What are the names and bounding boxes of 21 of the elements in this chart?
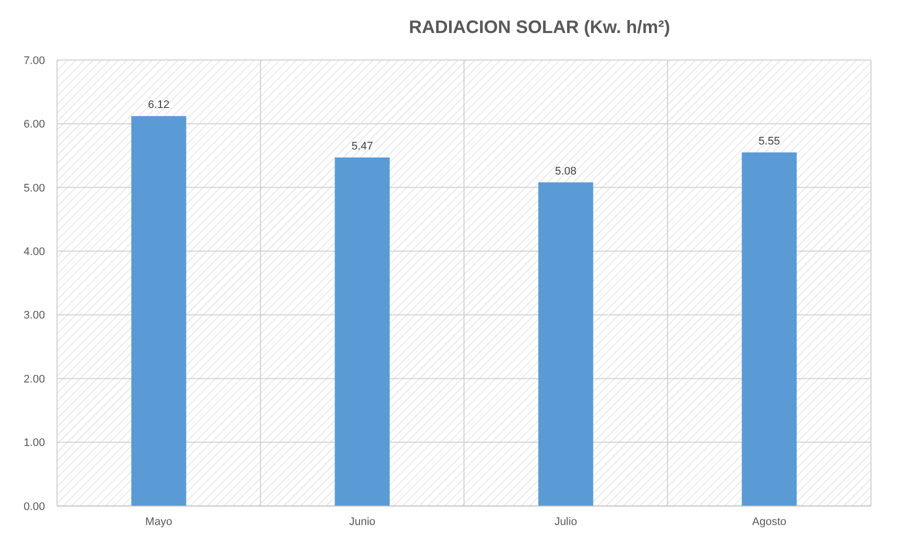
bar	[334, 157, 390, 506]
chart-title: RADIACION SOLAR (Kw. h/m²)	[408, 17, 670, 37]
data-label: 6.12	[148, 99, 170, 112]
y-tick-label: 4.00	[24, 246, 45, 258]
x-tick-label: Julio	[554, 516, 578, 528]
bar	[742, 152, 797, 506]
bar	[538, 182, 594, 506]
bar	[131, 116, 186, 506]
data-label: 5.47	[352, 140, 373, 152]
data-label: 5.08	[555, 165, 576, 178]
y-tick-label: 2.00	[24, 373, 45, 386]
x-tick-label: Junio	[349, 516, 376, 528]
y-tick-label: 0.00	[24, 500, 45, 513]
x-tick-label: Agosto	[752, 516, 786, 528]
y-tick-label: 5.00	[24, 182, 45, 194]
data-label: 5.55	[758, 135, 780, 148]
y-tick-label: 7.00	[24, 54, 45, 67]
y-tick-label: 3.00	[24, 310, 45, 322]
x-tick-label: Mayo	[145, 516, 172, 528]
y-tick-label: 6.00	[24, 118, 45, 131]
y-tick-label: 1.00	[24, 437, 45, 450]
